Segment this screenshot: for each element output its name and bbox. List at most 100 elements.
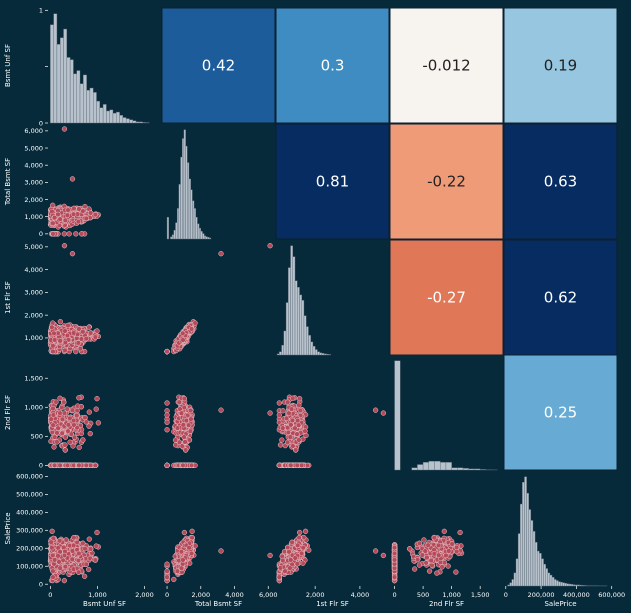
histogram-bar-0-9 — [79, 83, 84, 124]
histogram-bar-2-17 — [314, 349, 318, 356]
histogram-bar-0-23 — [125, 118, 130, 124]
scatter-point — [50, 568, 56, 574]
histogram-bar-4-10 — [528, 509, 532, 587]
histogram-bar-4-4 — [515, 558, 519, 587]
histogram-bar-1-21 — [202, 233, 205, 240]
scatter-point — [164, 400, 170, 406]
scatter-point — [73, 231, 79, 237]
histogram-bar-2-18 — [317, 351, 320, 356]
histogram-bar-2-6 — [290, 245, 293, 356]
scatter-point — [267, 243, 273, 249]
histogram-bar-0-13 — [92, 92, 97, 124]
scatter-point — [285, 429, 291, 436]
scatter-point — [180, 337, 186, 343]
scatter-point — [290, 395, 296, 401]
histogram-bar-1-18 — [197, 223, 200, 240]
panel-0-4 — [503, 7, 618, 124]
histogram-bar-0-16 — [102, 104, 107, 124]
scatter-point — [74, 407, 80, 414]
histogram-bar-1-24 — [207, 237, 210, 240]
scatter-point — [92, 462, 99, 469]
scatter-point — [70, 566, 77, 572]
scatter-point — [287, 434, 293, 440]
histogram-bar-2-21 — [323, 353, 327, 356]
scatter-point — [70, 330, 77, 336]
histogram-bar-3-15 — [479, 469, 487, 471]
scatter-point — [62, 217, 68, 223]
histogram-bar-1-11 — [185, 145, 188, 240]
correlation-value: 0.25 — [544, 404, 577, 422]
histogram-bar-3-10 — [451, 467, 458, 471]
panel-3-4 — [503, 354, 618, 471]
scatter-point — [85, 566, 92, 573]
scatter-point — [57, 216, 63, 222]
histogram-bar-0-21 — [119, 115, 124, 124]
histogram-bar-4-14 — [536, 550, 540, 587]
scatter-point — [62, 347, 68, 354]
scatter-point — [92, 334, 99, 340]
scatter-panel-1-0 — [47, 126, 102, 237]
scatter-point — [53, 399, 59, 405]
scatter-point — [61, 231, 68, 237]
histogram-bar-1-19 — [198, 227, 201, 240]
histogram-bar-4-31 — [573, 584, 576, 587]
histogram-bar-0-2 — [56, 44, 61, 124]
histogram-bar-4-17 — [543, 563, 546, 587]
histogram-bar-3-7 — [434, 461, 441, 471]
histogram-bar-4-33 — [577, 584, 580, 587]
histogram-bar-2-5 — [288, 267, 291, 356]
scatter-point — [51, 337, 58, 343]
scatter-point — [69, 176, 76, 182]
scatter-point — [92, 211, 99, 218]
histogram-bar-4-12 — [532, 531, 536, 587]
scatter-point — [57, 338, 63, 344]
scatter-point — [185, 422, 192, 428]
histogram-bar-4-8 — [524, 476, 527, 587]
histogram-bar-2-1 — [279, 351, 282, 356]
scatter-point — [62, 434, 69, 440]
scatter-point — [62, 442, 68, 448]
histogram-bar-0-11 — [86, 90, 91, 124]
scatter-point — [54, 430, 60, 436]
histogram-bar-2-4 — [285, 302, 289, 356]
scatter-point — [188, 462, 195, 469]
scatter-point — [57, 410, 63, 416]
scatter-point — [61, 577, 68, 584]
scatter-point — [51, 557, 58, 563]
scatter-point — [69, 407, 76, 413]
panel-0-2 — [275, 7, 390, 124]
scatter-point — [86, 536, 92, 542]
scatter-point — [55, 553, 61, 559]
scatter-point — [288, 462, 294, 469]
histogram-bar-1-12 — [187, 162, 190, 240]
scatter-point — [65, 322, 71, 329]
histogram-bar-4-0 — [507, 584, 510, 587]
scatter-point — [51, 215, 58, 221]
panel-0-1 — [161, 7, 276, 124]
scatter-point — [57, 565, 63, 571]
scatter-point — [50, 552, 56, 559]
histogram-bar-3-11 — [457, 467, 464, 471]
correlation-value: -0.22 — [427, 173, 466, 191]
histogram-bar-2-15 — [310, 341, 314, 356]
scatter-point — [70, 443, 76, 449]
scatter-point — [75, 569, 82, 575]
scatter-point — [87, 430, 93, 437]
scatter-point — [75, 340, 82, 346]
histogram-bar-1-22 — [203, 235, 207, 240]
scatter-point — [86, 409, 92, 415]
histogram-bar-0-27 — [139, 121, 143, 124]
scatter-point — [95, 420, 102, 426]
histogram-bar-3-12 — [462, 468, 469, 471]
panel-2-3 — [389, 239, 504, 356]
histogram-bar-0-7 — [73, 73, 77, 124]
scatter-point — [295, 422, 302, 428]
histogram-bar-4-23 — [556, 580, 559, 587]
scatter-point — [94, 529, 100, 536]
histogram-bar-0-17 — [106, 110, 110, 124]
scatter-point — [61, 410, 68, 416]
scatter-point — [372, 407, 379, 413]
scatter-point — [69, 548, 76, 554]
histogram-bar-4-20 — [549, 574, 553, 587]
histogram-bar-0-25 — [132, 120, 137, 124]
